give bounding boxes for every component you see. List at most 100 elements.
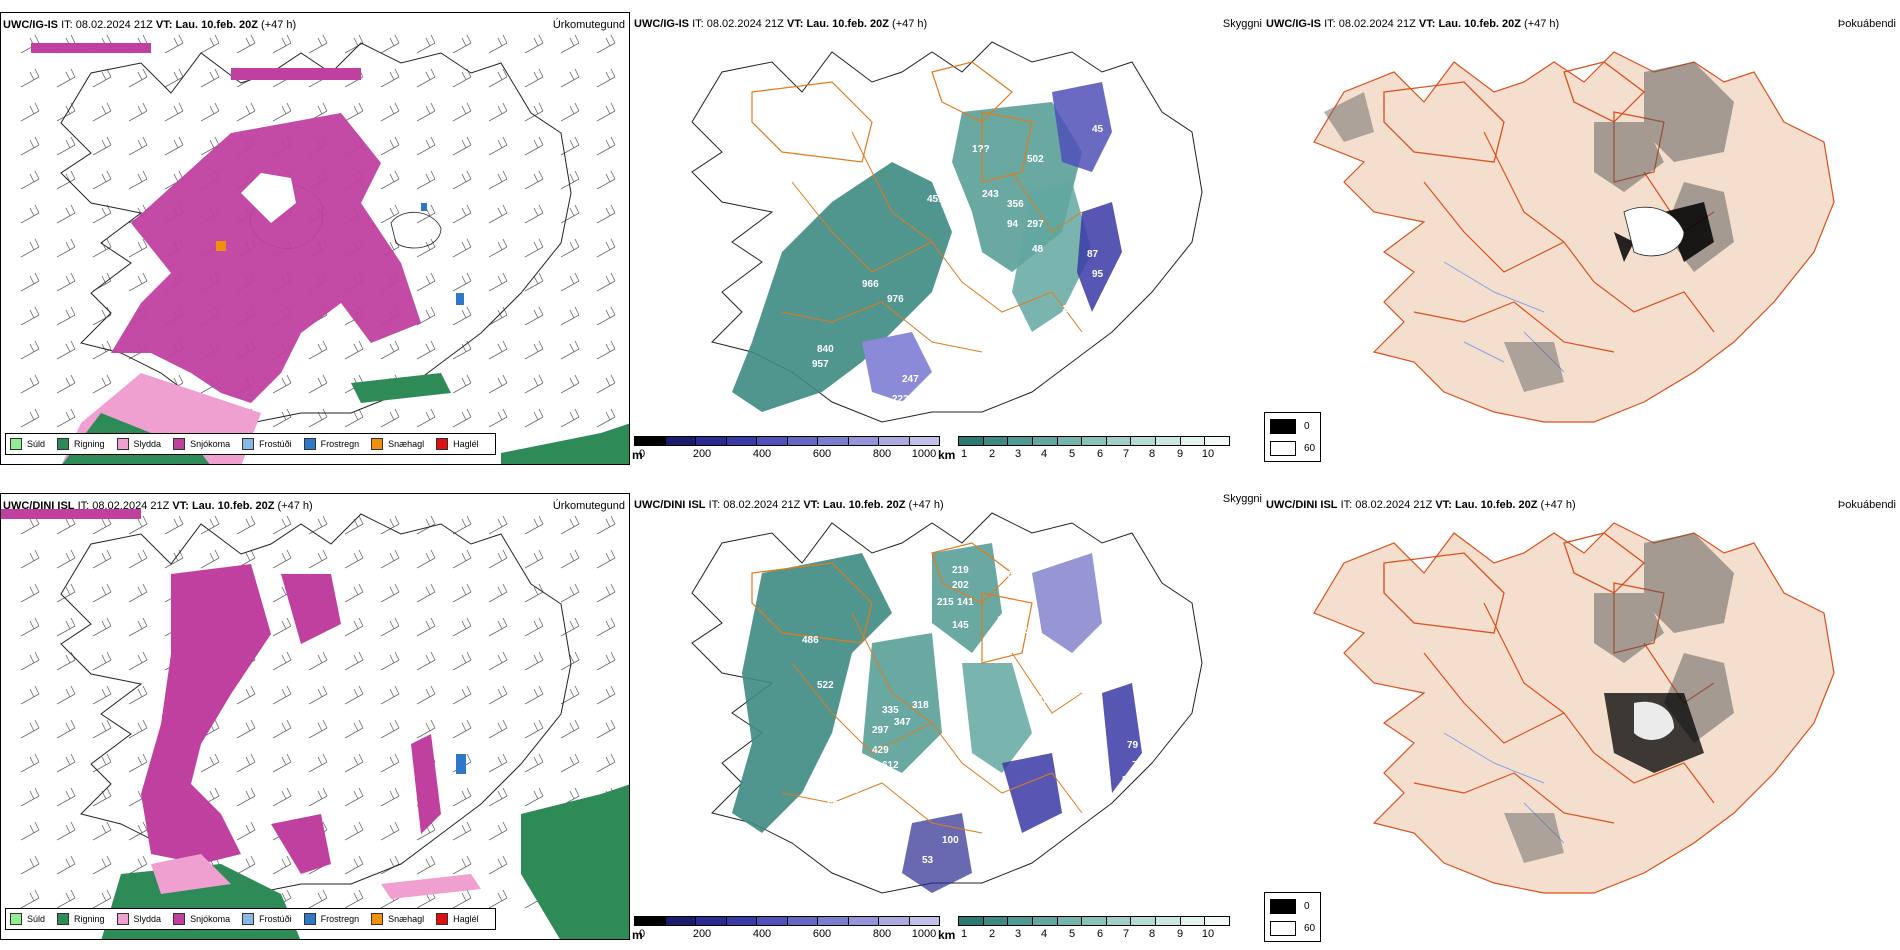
wind-barb [524,238,544,258]
wind-barb [92,821,112,841]
wind-barb [596,34,616,54]
wind-barb [560,136,580,156]
ceiling-value-label: 1?? [972,144,990,155]
wind-barb [56,170,76,190]
wind-barb [20,238,40,258]
legend-swatch [57,438,70,450]
wind-barb [308,374,328,394]
wind-barb [452,136,472,156]
wind-barb [92,549,112,569]
wind-barb [164,515,184,535]
wind-barb [524,102,544,122]
wind-barb [344,855,364,875]
wind-barb [308,787,328,807]
wind-barb [128,583,148,603]
ceiling-value-label: 87 [1087,249,1099,260]
scale-cell [848,437,879,445]
scale-cell [959,917,984,925]
precip-type-panel-top: UWC/IG-IS IT: 08.02.2024 21Z VT: Lau. 10… [0,12,630,465]
scale-tick: 3 [1014,928,1022,940]
fog-key-label: 60 [1304,923,1316,934]
ceiling-value-label: 164 [1102,580,1119,591]
ceiling-value-label: 202 [952,580,969,591]
wind-barb [488,170,508,190]
wind-barb [596,204,616,224]
ceiling-scale-ticks: 0 200 400 600 800 1000 [634,928,940,940]
ceiling-value-label: 240 [947,244,964,255]
fog-key-swatch [1270,921,1296,936]
wind-barb [380,340,400,360]
wind-barb [128,170,148,190]
wind-barb [560,617,580,637]
wind-barb [488,651,508,671]
legend-item: Rigning [57,438,105,450]
wind-barb [452,34,472,54]
wind-barb [452,719,472,739]
wind-barb [20,549,40,569]
wind-barb [452,374,472,394]
wind-barb [272,515,292,535]
wind-barb [272,102,292,122]
ceiling-value-label: 976 [887,294,904,305]
legend-item: Frostregn [303,913,359,925]
precip-legend: Súld Rigning Slydda Snjókoma Frostúði Fr… [5,908,496,930]
ceiling-value-label: 71 [1132,760,1144,771]
wind-barb [92,855,112,875]
wind-barb [92,238,112,258]
legend-swatch [10,438,22,450]
ceiling-value-label: 988 [842,414,859,425]
ceiling-value-label: 186 [977,394,994,405]
legend-item: Snjókoma [173,913,230,925]
ceiling-value-label: 258 [937,169,954,180]
fog-key-top: 0 60 [1264,412,1321,462]
ceiling-unit: m [632,928,643,942]
visibility-unit: km [938,448,956,462]
wind-barb [92,583,112,603]
legend-swatch [242,438,255,450]
wind-barb [452,583,472,603]
wind-barb [596,408,616,428]
wind-barb [272,753,292,773]
wind-barb [452,685,472,705]
wind-barb [488,340,508,360]
ceiling-value-label: 243 [982,189,999,200]
wind-barb [272,651,292,671]
wind-barb [524,34,544,54]
wind-barb [56,340,76,360]
wind-barb [380,685,400,705]
ceiling-value-label: 124 [977,890,994,901]
wind-barb [20,272,40,292]
wind-barb [380,719,400,739]
wind-barb [488,272,508,292]
scale-cell [1057,917,1083,925]
wind-barb [308,340,328,360]
wind-barb [524,136,544,156]
wind-barb [488,583,508,603]
wind-barb [524,753,544,773]
wind-barb [20,306,40,326]
wind-barb [92,102,112,122]
wind-barb [416,340,436,360]
ceiling-value-label: 347 [894,717,911,728]
scale-tick: 1000 [911,448,937,460]
wind-barb [56,272,76,292]
wind-barb [380,583,400,603]
legend-item: Frostúði [242,913,292,925]
scale-cell [1032,437,1058,445]
wind-barb [344,685,364,705]
wind-barb [524,549,544,569]
wind-barb [452,238,472,258]
wind-barb [416,583,436,603]
wind-barb [308,753,328,773]
wind-barb [524,583,544,603]
wind-barb [236,821,256,841]
ceiling-value-label: 318 [912,700,929,711]
wind-barb [164,102,184,122]
wind-barb [452,102,472,122]
wind-barb [236,102,256,122]
wind-barb [128,272,148,292]
wind-barb [56,685,76,705]
wind-barb [20,583,40,603]
wind-barb [308,549,328,569]
wind-barb [380,408,400,428]
